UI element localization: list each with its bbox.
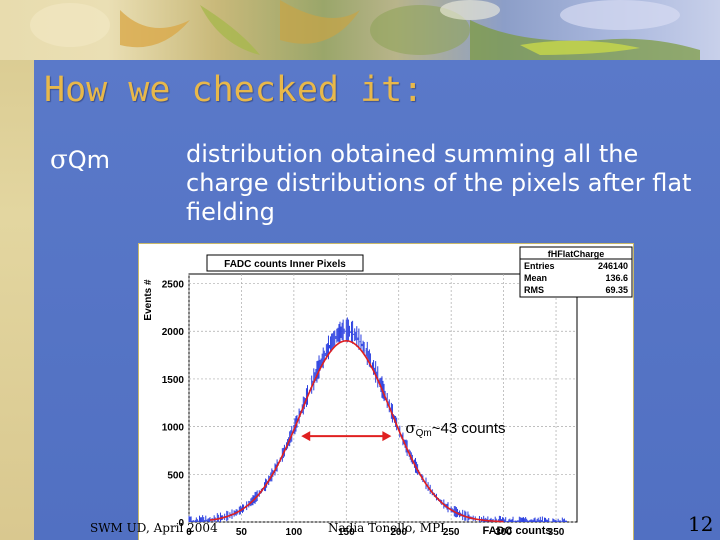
x-tick-label: 250 — [443, 527, 460, 538]
stats-rms-label: RMS — [524, 285, 544, 295]
arrow-head-right — [382, 431, 392, 442]
x-tick-label: 200 — [390, 527, 407, 538]
footer-left-text: SWM UD, April 2004 — [90, 521, 218, 535]
y-tick-label: 1000 — [162, 423, 185, 434]
slide-title: How we checked it: — [44, 70, 424, 110]
sigma-symbol: σ — [50, 145, 68, 175]
chart-title: FADC counts Inner Pixels — [224, 259, 346, 270]
annotation-value: ~43 counts — [432, 420, 506, 437]
description-text: distribution obtained summing all the ch… — [186, 140, 692, 226]
histogram-chart: FADC counts Inner Pixels Events # 050010… — [143, 246, 633, 538]
grid-lines — [188, 274, 577, 523]
chart-frame: FADC counts Inner Pixels Events # 0 500 10… — [138, 243, 634, 540]
y-tick-label: 1500 — [162, 375, 185, 386]
left-decoration-strip — [0, 0, 34, 540]
stats-rms-value: 69.35 — [605, 285, 628, 295]
y-tick-label: 0 — [178, 518, 184, 529]
annotation-subscript: Qm — [416, 428, 432, 439]
sigma-annotation: σQm~43 counts — [301, 419, 506, 442]
stats-box-name: fHFlatCharge — [548, 249, 605, 259]
y-tick-label: 2500 — [162, 280, 185, 291]
y-tick-label: 2000 — [162, 327, 185, 338]
floral-banner — [0, 0, 720, 60]
x-tick-label: 350 — [548, 527, 565, 538]
x-tick-label: 300 — [495, 527, 512, 538]
stats-mean-value: 136.6 — [605, 273, 628, 283]
x-tick-label: 100 — [286, 527, 303, 538]
x-tick-label: 50 — [236, 527, 248, 538]
sigma-annotation-text: σQm~43 counts — [405, 419, 505, 439]
stats-box-frame — [519, 246, 633, 298]
stats-mean-label: Mean — [524, 273, 547, 283]
y-axis-label: Events # — [143, 279, 154, 321]
stats-box: fHFlatCharge Entries 246140 Mean 136.6 R… — [519, 246, 633, 298]
annotation-sigma-symbol: σ — [405, 419, 415, 437]
sigma-subscript: Qm — [67, 146, 111, 174]
y-tick-labels: 0 500 1000 1500 2000 2500 — [162, 280, 185, 529]
x-tick-labels: 0 50 100 150 200 250 300 350 — [186, 527, 565, 538]
x-axis-label: FADC counts — [482, 525, 551, 537]
stats-entries-value: 246140 — [598, 261, 628, 271]
gaussian-fit-curve — [209, 339, 504, 523]
x-tick-label: 0 — [186, 527, 192, 538]
sigma-qm-label: σQm — [50, 145, 110, 175]
y-tick-label: 500 — [167, 470, 184, 481]
stats-entries-label: Entries — [524, 261, 555, 271]
x-tick-label: 150 — [338, 527, 355, 538]
floral-banner-graphic — [30, 0, 700, 60]
arrow-head-left — [301, 431, 311, 442]
page-number: 12 — [688, 512, 714, 536]
footer-center-text: Nadia Tonello, MPI — [328, 521, 445, 535]
chart-title-box — [206, 254, 364, 272]
